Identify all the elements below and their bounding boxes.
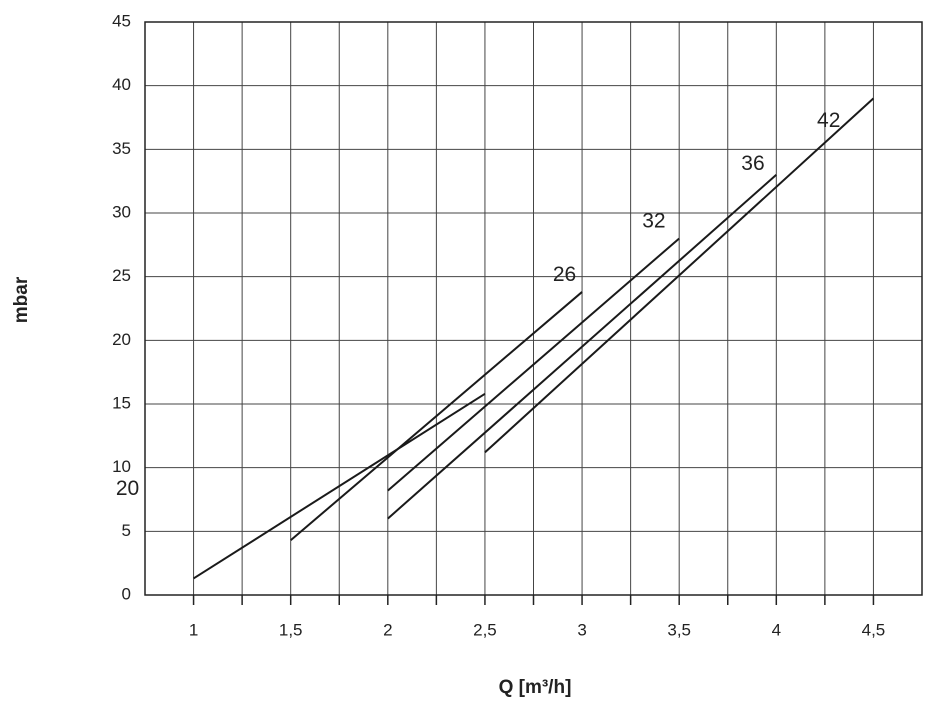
series-label: 42: [817, 109, 840, 132]
series-line: [387, 237, 680, 492]
y-tick-label: 10: [112, 457, 131, 476]
series-label: 36: [741, 152, 764, 175]
plot-frame: [144, 21, 923, 596]
y-tick-label: 20: [112, 330, 131, 349]
y-tick-label: 0: [122, 584, 131, 603]
x-tick-label: 3: [577, 620, 586, 639]
series-label: 26: [553, 263, 576, 286]
y-axis-label: mbar: [11, 276, 32, 323]
series-line: [484, 97, 875, 454]
series-label: 20: [116, 477, 139, 500]
x-tick-label: 4,5: [862, 620, 886, 639]
y-tick-label: 45: [112, 11, 131, 30]
series-label: 32: [642, 209, 665, 232]
series-line: [290, 291, 583, 542]
y-tick-label: 30: [112, 202, 131, 221]
x-axis-label: Q [m³/h]: [499, 677, 572, 698]
series-line: [387, 174, 777, 520]
y-tick-label: 40: [112, 75, 131, 94]
y-tick-label: 25: [112, 266, 131, 285]
x-tick-label: 3,5: [667, 620, 691, 639]
series-line: [193, 392, 486, 580]
x-tick-label: 2: [383, 620, 392, 639]
x-tick-label: 2,5: [473, 620, 497, 639]
y-tick-label: 15: [112, 393, 131, 412]
x-tick-label: 1,5: [279, 620, 303, 639]
y-tick-label: 5: [122, 521, 131, 540]
y-tick-label: 35: [112, 139, 131, 158]
x-tick-label: 1: [189, 620, 198, 639]
x-tick-label: 4: [772, 620, 781, 639]
